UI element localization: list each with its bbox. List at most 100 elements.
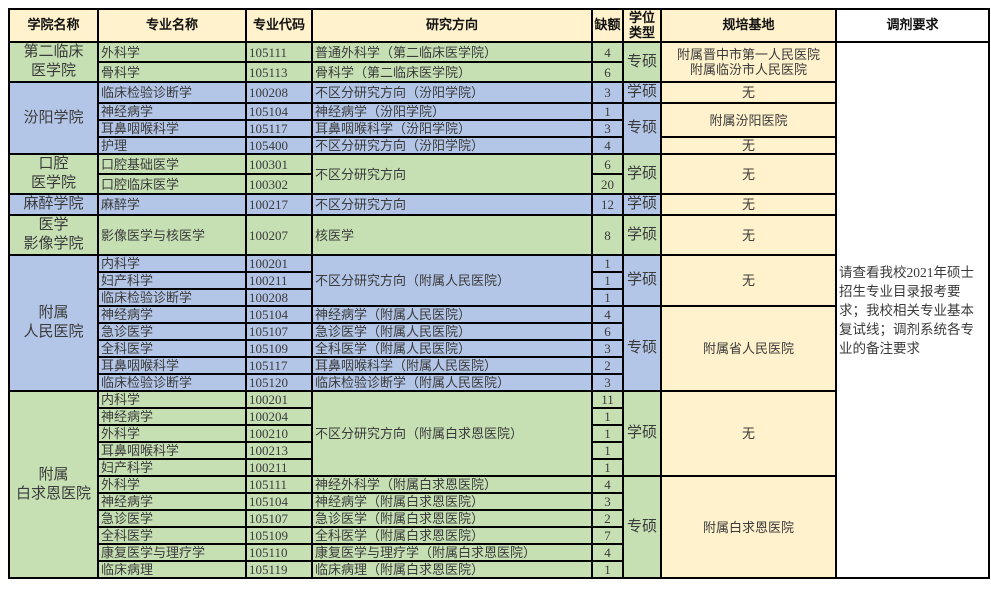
degree-type: 专硕 (622, 475, 662, 579)
research-direction: 耳鼻咽喉科学（附属人民医院） (311, 356, 593, 375)
degree-type: 学硕 (622, 390, 662, 477)
college-name: 口腔 医学院 (8, 153, 99, 195)
research-direction: 不区分研究方向（汾阳学院） (311, 136, 593, 155)
major-code: 100211 (245, 271, 313, 290)
table-row: 耳鼻咽喉科学 105117 耳鼻咽喉科学（附属人民医院） 2 (9, 356, 989, 375)
research-direction: 不区分研究方向 (311, 153, 593, 195)
degree-type: 学硕 (622, 254, 662, 307)
research-direction: 急诊医学（附属人民医院） (311, 322, 593, 341)
training-base: 无 (660, 81, 837, 104)
major-name: 神经病学 (97, 407, 247, 426)
major-code: 105117 (245, 119, 313, 138)
table-row: 神经病学 105104 神经病学（附属人民医院） 4 专硕 附属省人民医院 (9, 305, 989, 392)
major-name: 急诊医学 (97, 509, 247, 528)
vacancy-count: 1 (591, 407, 624, 426)
table-row: 麻醉学院 麻醉学 100217 不区分研究方向 12 学硕无 (8, 193, 989, 216)
vacancy-count: 20 (591, 173, 624, 195)
major-name: 骨科学 (97, 61, 247, 83)
vacancy-count: 6 (591, 322, 624, 341)
vacancy-count: 3 (591, 492, 624, 511)
vacancy-count: 4 (591, 136, 624, 155)
major-code: 105104 (245, 102, 313, 121)
major-code: 100208 (245, 288, 313, 307)
major-name: 耳鼻咽喉科学 (97, 119, 247, 138)
header-major: 专业名称 (97, 8, 247, 43)
vacancy-count: 3 (591, 119, 624, 138)
research-direction: 核医学 (311, 214, 593, 256)
vacancy-count: 1 (591, 254, 624, 273)
major-name: 妇产科学 (97, 271, 247, 290)
training-base: 无 (660, 254, 837, 307)
vacancy-count: 11 (591, 390, 624, 409)
degree-type: 专硕 (622, 305, 662, 392)
table-row: 全科医学 105109 全科医学（附属人民医院） 3 (9, 339, 989, 358)
vacancy-count: 4 (591, 41, 624, 63)
vacancy-count: 3 (591, 81, 624, 104)
table-row: 口腔 医学院 口腔基础医学 100301 不区分研究方向 6 学硕无 (8, 153, 989, 195)
college-name: 医学 影像学院 (8, 214, 99, 256)
major-name: 麻醉学 (97, 193, 247, 216)
major-name: 全科医学 (97, 526, 247, 545)
research-direction: 临床病理（附属白求恩医院） (311, 560, 593, 579)
research-direction: 不区分研究方向（附属人民医院） (311, 254, 593, 307)
vacancy-count: 1 (591, 102, 624, 121)
table-row: 附属 白求恩医院 内科学 100201 不区分研究方向（附属白求恩医院） 11 学硕无 (8, 390, 989, 579)
vacancy-count: 4 (591, 543, 624, 562)
major-name: 口腔基础医学 (97, 153, 247, 175)
vacancy-count: 1 (591, 424, 624, 443)
training-base: 附属晋中市第一人民医院 附属临汾市人民医院 (660, 41, 837, 83)
table-row: 全科医学 105109 全科医学（附属白求恩医院） 7 (9, 526, 989, 545)
training-base: 无 (660, 214, 837, 256)
research-direction: 普通外科学（第二临床医学院） (311, 41, 593, 63)
major-code: 100301 (245, 153, 313, 175)
vacancy-count: 6 (591, 153, 624, 175)
major-name: 全科医学 (97, 339, 247, 358)
major-name: 神经病学 (97, 492, 247, 511)
major-name: 临床检验诊断学 (97, 81, 247, 104)
degree-type: 学硕 (622, 153, 662, 195)
research-direction: 康复医学与理疗学（附属白求恩医院） (311, 543, 593, 562)
vacancy-count: 3 (591, 339, 624, 358)
major-name: 耳鼻咽喉科学 (97, 441, 247, 460)
major-code: 105104 (245, 492, 313, 511)
vacancy-count: 1 (591, 458, 624, 477)
vacancy-count: 1 (591, 271, 624, 290)
header-college: 学院名称 (8, 8, 99, 43)
major-code: 100201 (245, 254, 313, 273)
header-remark: 调剂要求 (835, 8, 990, 43)
major-name: 外科学 (97, 41, 247, 63)
research-direction: 不区分研究方向（汾阳学院） (311, 81, 593, 104)
research-direction: 不区分研究方向（附属白求恩医院） (311, 390, 593, 477)
vacancy-count: 6 (591, 61, 624, 83)
training-base: 无 (660, 193, 837, 216)
major-code: 100302 (245, 173, 313, 195)
major-name: 神经病学 (97, 102, 247, 121)
header-row: 学院名称 专业名称 专业代码 研究方向 缺额 学位 类型 规培基地 调剂要求 (8, 8, 990, 43)
table-row: 临床病理 105119 临床病理（附属白求恩医院） 1 (9, 560, 989, 579)
table-row: 神经病学 105104 神经病学（汾阳学院） 1 专硕 附属汾阳医院 (9, 102, 989, 155)
vacancy-count: 1 (591, 560, 624, 579)
table-body: 第二临床 医学院 外科学 105111 普通外科学（第二临床医学院） 4 专硕 附属晋中市第… (8, 41, 990, 579)
major-code: 105109 (245, 526, 313, 545)
research-direction: 神经病学（附属白求恩医院） (311, 492, 593, 511)
table-row: 第二临床 医学院 外科学 105111 普通外科学（第二临床医学院） 4 专硕 附属晋中市第… (8, 41, 990, 579)
major-code: 100217 (245, 193, 313, 216)
degree-type: 专硕 (622, 41, 662, 83)
training-base: 无 (660, 390, 837, 477)
table-row: 外科学 100210 1 (9, 424, 989, 443)
adjustment-table: 学院名称 专业名称 专业代码 研究方向 缺额 学位 类型 规培基地 调剂要求 第… (8, 8, 990, 579)
degree-type: 学硕 (622, 193, 662, 216)
training-base: 附属白求恩医院 (660, 475, 837, 579)
header-code: 专业代码 (245, 8, 313, 43)
header-degree-type: 学位 类型 (622, 8, 662, 43)
table-row: 急诊医学 105107 急诊医学（附属人民医院） 6 (9, 322, 989, 341)
major-name: 内科学 (97, 254, 247, 273)
major-code: 100201 (245, 390, 313, 409)
table-row: 医学 影像学院 影像医学与核医学 100207 核医学 8 学硕无 (8, 214, 989, 256)
major-code: 105400 (245, 136, 313, 155)
major-name: 康复医学与理疗学 (97, 543, 247, 562)
major-code: 105107 (245, 322, 313, 341)
college-name: 汾阳学院 (8, 81, 99, 155)
major-code: 105107 (245, 509, 313, 528)
research-direction: 骨科学（第二临床医学院） (311, 61, 593, 83)
